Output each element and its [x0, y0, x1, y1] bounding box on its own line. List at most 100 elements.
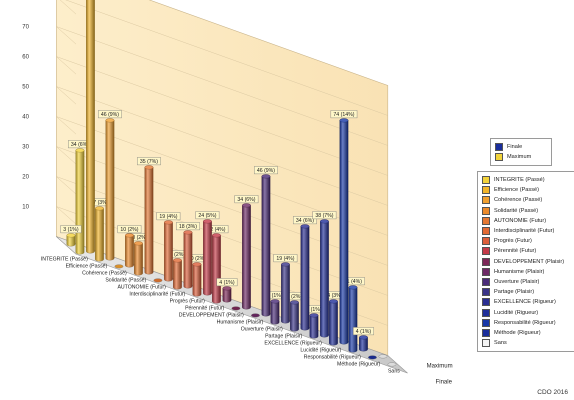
category-label: INTEGRITE (Passé): [41, 257, 88, 263]
y-tick-label: 60: [22, 55, 29, 61]
category-legend-item: Ouverture (Plaisir): [482, 277, 572, 287]
bar-stub: [153, 278, 163, 283]
category-label: Efficience (Passé): [66, 264, 108, 270]
bar-cap: [359, 335, 368, 340]
category-label: Sans: [388, 369, 400, 375]
bar-maximum: 3 (1%): [60, 225, 82, 247]
legend-label: Finale: [507, 144, 523, 151]
data-label: 14 (3%): [324, 293, 342, 299]
legend-swatch: [482, 186, 490, 195]
data-label: 9 (2%): [170, 252, 186, 258]
category-label: Responsabilité (Rigueur): [304, 355, 361, 361]
bar-maximum: 35 (7%): [137, 157, 161, 275]
category-legend-item: AUTONOMIE (Futur): [482, 216, 572, 226]
bar-stub: [114, 264, 124, 269]
bar-cap: [144, 165, 154, 170]
data-label-box: [273, 254, 298, 263]
data-label: 19 (4%): [159, 214, 177, 220]
bar-body: [164, 220, 173, 282]
legend-label: Sans: [494, 340, 507, 347]
bar-cap: [339, 118, 349, 123]
grid-line: [56, 116, 388, 236]
legend-swatch: [482, 339, 490, 348]
grid-line: [56, 26, 388, 146]
data-label-box: [293, 216, 317, 225]
bar-cap: [173, 258, 182, 263]
y-tick-label: 80: [22, 0, 29, 1]
legend-swatch: [495, 153, 503, 162]
bar-body: [173, 258, 182, 290]
legend-swatch: [482, 237, 490, 246]
legend-label: DEVELOPPEMENT (Plaisir): [494, 258, 565, 265]
category-legend-item: Responsabilité (Rigueur): [482, 318, 572, 328]
data-label: 46 (9%): [257, 168, 275, 174]
bar-body: [329, 299, 338, 346]
bar-body: [339, 118, 349, 345]
bar-stub: [251, 313, 260, 318]
bar-stub: [368, 355, 377, 360]
bar-finale: [231, 306, 241, 311]
legend-label: Humanisme (Plaisir): [494, 268, 545, 275]
legend-label: EXCELLENCE (Rigueur): [494, 299, 556, 306]
data-label-box: [234, 195, 259, 204]
grid-line: [56, 56, 388, 176]
bar-cap: [320, 219, 329, 224]
bar-maximum: 38 (7%): [312, 211, 337, 338]
bar-maximum: 46 (9%): [254, 166, 278, 317]
legend-swatch: [482, 176, 490, 185]
data-label: 3 (1%): [63, 227, 79, 233]
data-label: 10 (2%): [120, 227, 138, 233]
bar-cap: [290, 300, 299, 305]
legend-label: Responsabilité (Rigueur): [494, 319, 556, 326]
bar-maximum: 34 (6%): [293, 216, 317, 331]
legend-label: Lucidité (Rigueur): [494, 309, 539, 316]
grid-line: [59, 0, 388, 116]
bar-cap: [134, 241, 143, 246]
bar-maximum: 18 (3%): [176, 222, 200, 289]
bar-body: [134, 241, 143, 276]
data-label-box: [254, 166, 278, 175]
data-label-box: [176, 222, 200, 231]
bar-finale: 7 (1%): [303, 305, 325, 339]
bar-finale: [368, 355, 377, 360]
legend-swatch: [482, 247, 490, 256]
bar-cap: [300, 224, 310, 229]
data-label-box: [216, 278, 238, 287]
bar-body: [261, 174, 271, 317]
bar-stub: [231, 306, 241, 311]
bar-finale: [387, 362, 397, 367]
data-label: 34 (6%): [237, 197, 255, 203]
bar-body: [242, 203, 251, 310]
category-label: Ouverture (Plaisir): [241, 327, 283, 333]
bar-cap: [329, 299, 338, 304]
bar-cap: [183, 230, 193, 235]
bar-body: [212, 233, 221, 304]
category-legend-item: INTEGRITE (Passé): [482, 175, 572, 185]
category-legend-item: Humanisme (Plaisir): [482, 267, 572, 277]
legend-swatch: [482, 267, 490, 276]
category-legend-item: Partage (Plaisir): [482, 287, 572, 297]
data-label-box: [156, 212, 181, 221]
legend-swatch: [482, 318, 490, 327]
category-label: Interdisciplinarité (Futur): [129, 292, 185, 298]
legend-label: Partage (Plaisir): [494, 289, 535, 296]
category-legend-item: Solidarité (Passé): [482, 206, 572, 216]
bar-body: [75, 148, 85, 255]
category-label: EXCELLENCE (Rigueur): [264, 341, 322, 347]
data-label: 34 (6%): [71, 142, 89, 148]
legend-swatch: [482, 288, 490, 297]
bar-maximum: 86 (16%): [86, 0, 95, 254]
bar-maximum: 10 (2%): [117, 225, 142, 268]
bar-body: [290, 300, 299, 332]
data-label: 22 (4%): [207, 227, 225, 233]
data-label: 17 (3%): [90, 200, 108, 206]
grid-line: [56, 146, 388, 266]
bar-finale: [153, 278, 163, 283]
bar-finale: [251, 313, 260, 318]
legend-swatch: [482, 277, 490, 286]
data-label: 24 (5%): [198, 213, 216, 219]
bar-cap: [309, 313, 319, 318]
data-label: 10 (2%): [129, 235, 147, 241]
bar-maximum: 74 (14%): [330, 110, 358, 345]
bar-cap: [222, 286, 232, 291]
